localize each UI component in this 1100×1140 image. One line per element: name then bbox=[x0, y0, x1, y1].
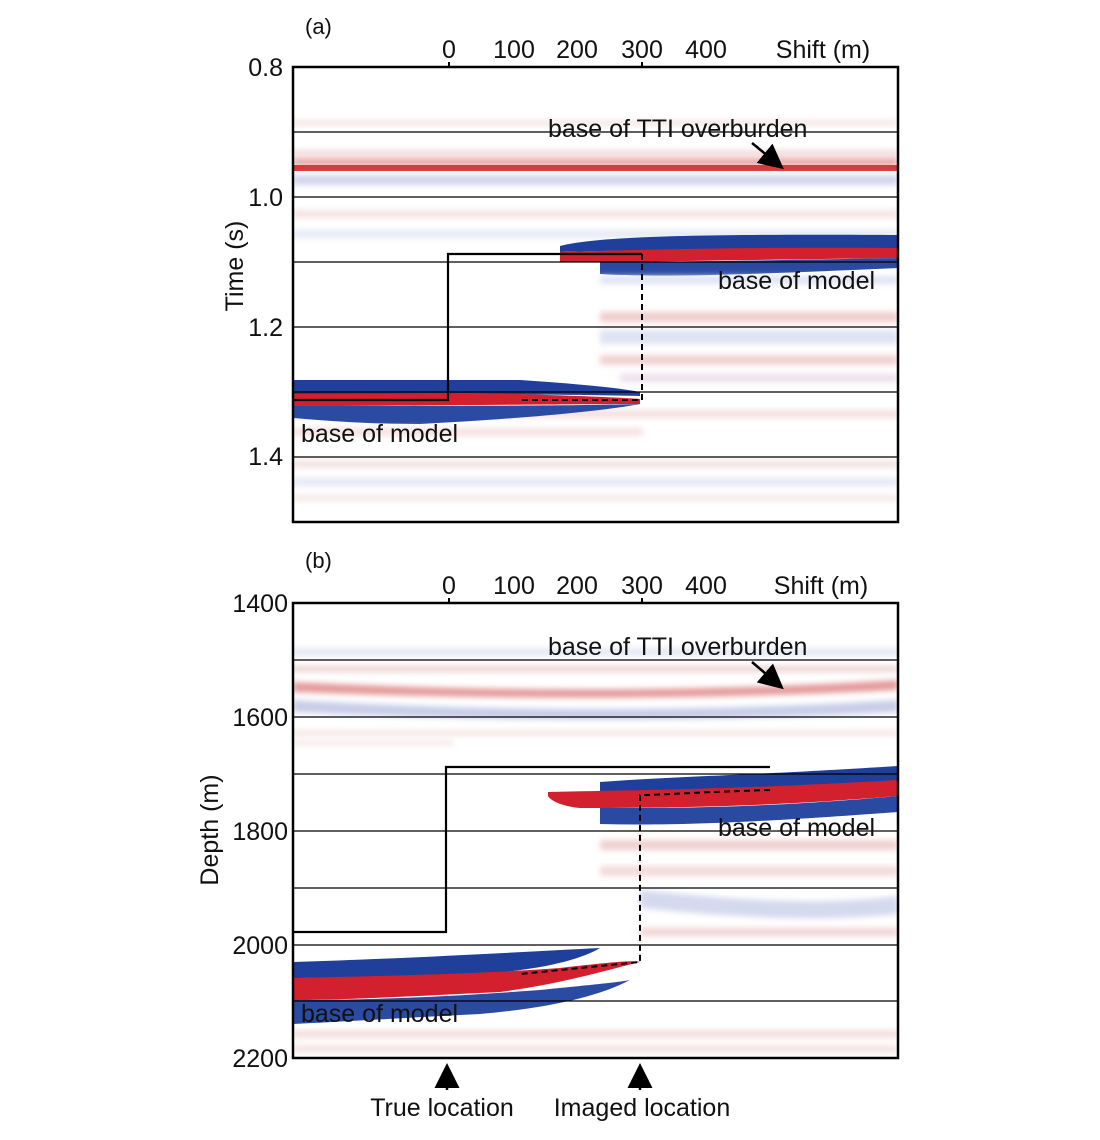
panel-a-model-label-left: base of model bbox=[301, 420, 458, 448]
panel-a-shift-tick: 300 bbox=[621, 36, 663, 64]
panel-a-model-label-right: base of model bbox=[718, 267, 875, 295]
panel-b-imaged-outline bbox=[519, 789, 771, 975]
panel-a-shift-tick: 400 bbox=[685, 36, 727, 64]
panel-b-y-tick: 1600 bbox=[232, 704, 288, 732]
panel-b-model-label-right: base of model bbox=[718, 814, 875, 842]
panel-a-y-tick: 1.2 bbox=[248, 314, 283, 342]
panel-a-y-axis: 0.8 1.0 1.2 1.4 Time (s) bbox=[221, 54, 283, 471]
panel-b-y-axis: 1400 1600 1800 2000 2200 Depth (m) bbox=[196, 590, 288, 1073]
panel-b-model-outline bbox=[293, 765, 770, 934]
panel-a-y-label: Time (s) bbox=[221, 221, 249, 312]
panel-a-y-tick: 1.0 bbox=[248, 184, 283, 212]
panel-b-y-tick: 1800 bbox=[232, 818, 288, 846]
panel-b-shift-tick: 100 bbox=[493, 572, 535, 600]
panel-b-y-label: Depth (m) bbox=[196, 774, 224, 885]
panel-a-tti-label: base of TTI overburden bbox=[548, 115, 807, 143]
panel-a-shift-tick: 100 bbox=[493, 36, 535, 64]
panel-a-model-outline bbox=[293, 252, 642, 402]
panel-b-model-label-left: base of model bbox=[301, 1000, 458, 1028]
panel-b-frame bbox=[291, 601, 900, 1060]
panel-b-tti-arrow bbox=[751, 661, 784, 690]
panel-a-imaged-outline bbox=[520, 254, 643, 401]
panel-a-label: (a) bbox=[305, 14, 332, 39]
panel-a-shift-tick: 0 bbox=[442, 36, 456, 64]
panel-b-seismic bbox=[293, 603, 898, 1058]
panel-b-shift-tick: 300 bbox=[621, 572, 663, 600]
panel-b-shift-tick: 200 bbox=[556, 572, 598, 600]
panel-a-frame bbox=[291, 65, 900, 524]
panel-b-shift-tick: 0 bbox=[442, 572, 456, 600]
panel-b-shift-axis: 0 100 200 300 400 Shift (m) bbox=[442, 572, 868, 603]
panel-b: (b) 0 100 200 300 400 Shift (m) 1400 160… bbox=[196, 548, 900, 1073]
true-location-label: True location bbox=[370, 1094, 514, 1122]
panel-b-tti-label: base of TTI overburden bbox=[548, 633, 807, 661]
panel-b-shift-tick: 400 bbox=[685, 572, 727, 600]
imaged-location-label: Imaged location bbox=[554, 1094, 731, 1122]
panel-a-shift-tick: 200 bbox=[556, 36, 598, 64]
location-markers: True location Imaged location bbox=[370, 1063, 731, 1122]
panel-a-shift-label: Shift (m) bbox=[776, 36, 870, 64]
panel-a-y-tick: 0.8 bbox=[248, 54, 283, 82]
panel-b-y-tick: 2000 bbox=[232, 932, 288, 960]
panel-b-y-tick: 1400 bbox=[232, 590, 288, 618]
panel-a-shift-axis: 0 100 200 300 400 Shift (m) bbox=[442, 36, 870, 67]
panel-a-seismic bbox=[293, 67, 898, 522]
panel-a-y-tick: 1.4 bbox=[248, 443, 283, 471]
panel-b-label: (b) bbox=[305, 548, 332, 573]
panel-b-shift-label: Shift (m) bbox=[774, 572, 868, 600]
panel-a-tti-arrow bbox=[751, 142, 784, 170]
panel-b-y-tick: 2200 bbox=[232, 1045, 288, 1073]
panel-a: (a) 0 100 200 300 400 Shift (m) 0.8 1.0 … bbox=[221, 14, 900, 524]
